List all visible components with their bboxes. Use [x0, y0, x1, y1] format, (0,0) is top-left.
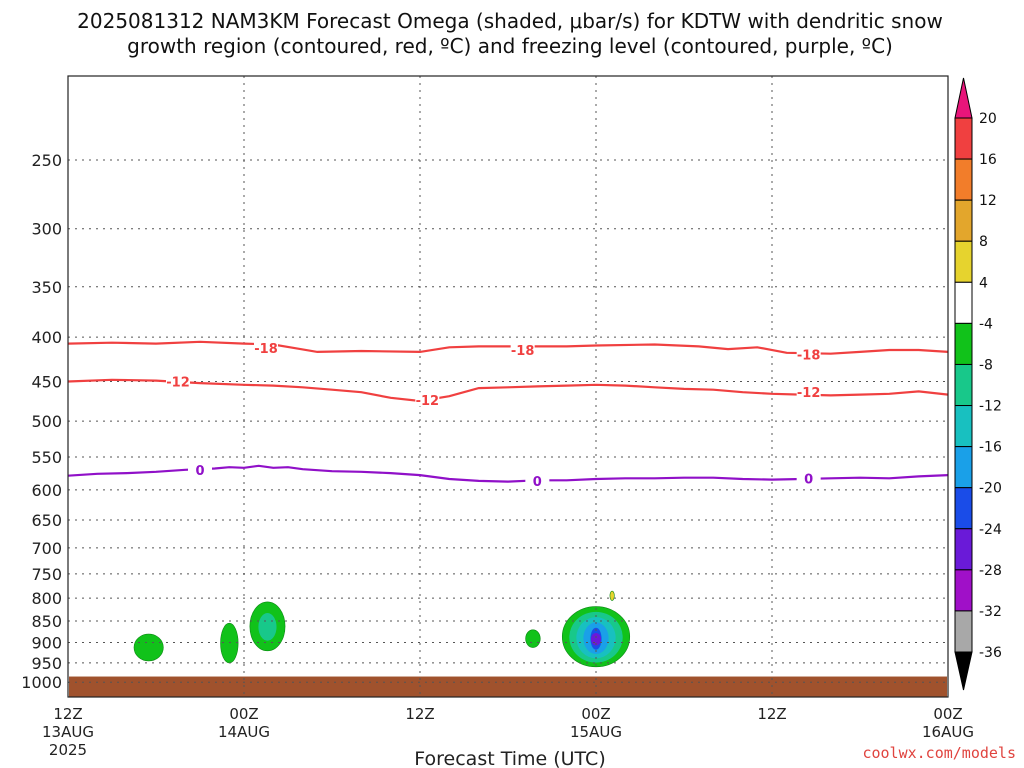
x-axis-label: Forecast Time (UTC) [414, 748, 605, 768]
colorbar-tick-label: -16 [979, 440, 1002, 456]
colorbar-tick-label: 20 [979, 111, 997, 127]
colorbar-tick-label: 12 [979, 193, 997, 209]
x-tick-label: 00Z [581, 705, 610, 723]
x-tick-date: 13AUG [42, 723, 94, 741]
colorbar-box [954, 322, 973, 365]
y-tick-label: 950 [31, 654, 62, 673]
contour-label: -12 [166, 375, 190, 390]
x-tick-label: 00Z [933, 705, 962, 723]
contour-label-bg [415, 392, 440, 407]
chart-title-line-2: growth region (contoured, red, ºC) and f… [127, 34, 893, 58]
colorbar-tick-label: -28 [979, 563, 1002, 579]
contour-label: -18 [511, 344, 535, 359]
y-tick-label: 850 [31, 612, 62, 631]
colorbar-box [954, 158, 973, 201]
y-tick-label: 1000 [21, 673, 62, 692]
plot-area: -18 -18 -18 -12 -12 -12 0 0 0 250 300 350 400 450 500 5… [21, 75, 974, 759]
colorbar-tick-label: -24 [979, 522, 1002, 538]
colorbar-tick-label: -12 [979, 399, 1002, 415]
contour-label-bg [796, 470, 821, 485]
y-tick-label: 900 [31, 634, 62, 653]
colorbar-tick-label: -4 [979, 316, 993, 332]
credit-text: coolwx.com/models [862, 744, 1016, 762]
x-tick-year: 2025 [49, 741, 87, 759]
y-tick-label: 650 [31, 511, 62, 530]
contour-label: -12 [416, 394, 440, 409]
y-tick-label: 400 [31, 328, 62, 347]
omega-shaded-region [220, 622, 239, 664]
colorbar-bottom-arrow [954, 651, 973, 691]
contour-label-bg [166, 373, 190, 388]
omega-shaded-region [258, 613, 277, 641]
y-tick-label: 450 [31, 372, 62, 391]
chart-title-line-1: 2025081312 NAM3KM Forecast Omega (shaded… [77, 9, 943, 33]
contour-label: -12 [797, 386, 821, 401]
contour-line [67, 340, 949, 355]
y-tick-label: 550 [31, 448, 62, 467]
contour-label: 0 [804, 472, 813, 487]
colorbar-tick-label: -8 [979, 357, 993, 373]
x-tick-date: 15AUG [570, 723, 622, 741]
colorbar-box [954, 363, 973, 407]
y-tick-label: 300 [31, 220, 62, 239]
contour-label-bg [254, 340, 278, 355]
plot-frame [67, 75, 949, 698]
contour-label-bg [525, 472, 550, 487]
colorbar-tick-label: -20 [979, 481, 1002, 497]
colorbar-box [954, 446, 973, 489]
colorbar-tick-label: 16 [979, 152, 997, 168]
y-tick-label: 350 [31, 278, 62, 297]
x-tick-date: 14AUG [218, 723, 270, 741]
omega-shaded-region [133, 633, 164, 662]
y-tick-label: 500 [31, 412, 62, 431]
colorbar-box [954, 199, 973, 242]
contour-line [67, 464, 949, 483]
colorbar-box [954, 240, 973, 283]
contour-label: -18 [797, 349, 821, 364]
colorbar-box [954, 610, 973, 653]
y-tick-label: 600 [31, 481, 62, 500]
colorbar-box [954, 487, 973, 530]
y-tick-label: 250 [31, 151, 62, 170]
contour-label-bg [796, 346, 821, 361]
colorbar-tick-label: -32 [979, 604, 1002, 620]
colorbar-box [954, 281, 973, 324]
contour-label-bg [796, 384, 821, 399]
x-tick-label: 00Z [229, 705, 258, 723]
x-tick-label: 12Z [53, 705, 82, 723]
x-tick-date: 16AUG [922, 723, 974, 741]
contour-label-bg [188, 461, 212, 476]
colorbar-legend: 20 16 12 8 4 -4 -8 -12 -16 -20 -24 -28 -32 -36 [954, 77, 1002, 691]
y-tick-label: 700 [31, 539, 62, 558]
colorbar-top-arrow [954, 77, 973, 119]
colorbar-box [954, 528, 973, 571]
colorbar-box [954, 117, 973, 160]
x-tick-label: 12Z [405, 705, 434, 723]
contour-label: 0 [533, 475, 542, 490]
y-tick-label: 800 [31, 589, 62, 608]
contour-label: -18 [254, 342, 278, 357]
contour-label: 0 [195, 464, 204, 479]
colorbar-tick-label: 8 [979, 234, 988, 250]
terrain-fill [69, 676, 947, 697]
colorbar-tick-label: 4 [979, 275, 988, 291]
x-tick-label: 12Z [757, 705, 786, 723]
colorbar-box [954, 405, 973, 448]
contour-label-bg [510, 342, 535, 357]
omega-shaded-region [525, 629, 541, 648]
y-tick-label: 750 [31, 565, 62, 584]
omega-shaded-region [609, 590, 615, 601]
colorbar-tick-label: -36 [979, 645, 1002, 661]
colorbar-box [954, 569, 973, 612]
